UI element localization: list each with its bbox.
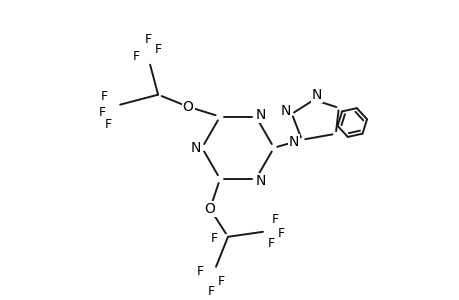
Text: F: F	[267, 237, 274, 250]
Text: F: F	[217, 275, 224, 288]
Text: O: O	[204, 202, 215, 216]
Text: F: F	[271, 213, 278, 226]
Text: N: N	[280, 104, 291, 118]
Text: N: N	[255, 174, 266, 188]
Text: F: F	[207, 285, 214, 298]
Text: F: F	[104, 118, 112, 131]
Text: N: N	[255, 108, 266, 122]
Text: F: F	[98, 106, 106, 119]
Text: N: N	[288, 135, 298, 149]
Text: F: F	[144, 33, 151, 46]
Text: F: F	[132, 50, 140, 63]
Text: N: N	[311, 88, 321, 102]
Text: F: F	[154, 43, 161, 56]
Text: F: F	[277, 227, 284, 240]
Text: O: O	[182, 100, 193, 114]
Text: N: N	[190, 141, 201, 155]
Text: F: F	[210, 232, 217, 245]
Text: F: F	[101, 90, 107, 103]
Text: F: F	[196, 265, 203, 278]
